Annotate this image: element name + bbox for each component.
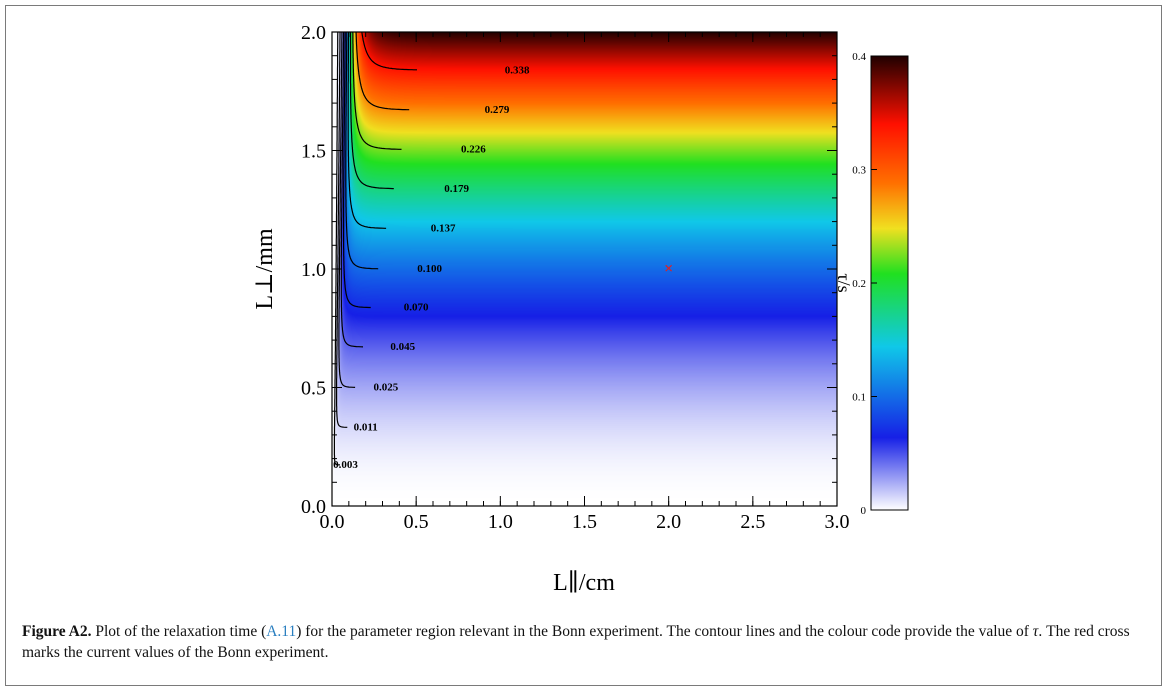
contour-lines bbox=[333, 32, 417, 466]
contour-line bbox=[361, 32, 417, 71]
contour-label: 0.338 bbox=[505, 64, 530, 76]
colorbar-ticks: 0 0.1 0.2 0.3 0.4 bbox=[852, 51, 877, 517]
x-tick-label: 2.0 bbox=[656, 511, 681, 533]
contour-labels: 0.003 0.011 0.025 0.045 0.070 0.100 0.137 0.179… bbox=[333, 64, 530, 471]
contour-label: 0.025 bbox=[373, 381, 398, 393]
y-tick-label: 1.5 bbox=[301, 141, 326, 163]
y-tick-label: 1.0 bbox=[301, 259, 326, 281]
y-axis-title: L⊥/mm bbox=[252, 228, 278, 310]
x-tick-label: 1.0 bbox=[488, 511, 513, 533]
contour-line bbox=[340, 32, 364, 348]
contour-label: 0.070 bbox=[404, 302, 429, 314]
contour-label: 0.179 bbox=[444, 183, 469, 195]
x-tick-label: 0.5 bbox=[404, 511, 429, 533]
colorbar: 0 0.1 0.2 0.3 0.4 τ/s bbox=[834, 51, 909, 517]
colorbar-tick-label: 0 bbox=[861, 505, 867, 517]
figure-caption: Figure A2. Plot of the relaxation time (… bbox=[22, 621, 1142, 663]
contour-label: 0.100 bbox=[417, 263, 442, 275]
figure-frame bbox=[5, 5, 1162, 686]
colorbar-title: τ/s bbox=[834, 273, 854, 292]
y-tick-label: 2.0 bbox=[301, 22, 326, 44]
caption-text-3: . The red cross marks the current values… bbox=[22, 623, 1130, 661]
contour-line bbox=[352, 32, 402, 150]
plot-area: 0.003 0.011 0.025 0.045 0.070 0.100 0.137 0.179… bbox=[331, 31, 838, 507]
caption-text-1: Plot of the relaxation time ( bbox=[91, 623, 267, 640]
x-tick-label: 1.5 bbox=[572, 511, 597, 533]
contour-label: 0.011 bbox=[354, 421, 378, 433]
x-tick-label: 0.0 bbox=[320, 511, 345, 533]
y-tick-label: 0.0 bbox=[301, 496, 326, 518]
contour-label: 0.045 bbox=[390, 341, 415, 353]
contour-line bbox=[338, 32, 356, 388]
x-tick-label: 3.0 bbox=[825, 511, 850, 533]
colorbar-tick-label: 0.1 bbox=[852, 392, 866, 404]
heatmap-fill bbox=[332, 32, 837, 506]
colorbar-tick-label: 0.2 bbox=[852, 278, 866, 290]
contour-line bbox=[343, 32, 371, 309]
contour-label: 0.003 bbox=[333, 459, 358, 471]
colorbar-tick-label: 0.4 bbox=[852, 51, 866, 63]
equation-reference-link[interactable]: A.11 bbox=[266, 623, 297, 640]
colorbar-tick-label: 0.3 bbox=[852, 165, 866, 177]
contour-line bbox=[333, 32, 340, 466]
current-values-marker: × bbox=[664, 261, 673, 278]
contour-label: 0.226 bbox=[461, 144, 486, 156]
colorbar-gradient bbox=[870, 55, 909, 511]
contour-label: 0.279 bbox=[485, 104, 510, 116]
y-tick-label: 0.5 bbox=[301, 378, 326, 400]
contour-plot: 0.003 0.011 0.025 0.045 0.070 0.100 0.137 0.179… bbox=[252, 22, 909, 596]
contour-label: 0.137 bbox=[431, 223, 456, 235]
contour-line bbox=[349, 32, 394, 190]
x-axis-title: L∥/cm bbox=[553, 570, 615, 596]
caption-text-2: ) for the parameter region relevant in t… bbox=[296, 623, 1033, 640]
caption-tau-symbol: τ bbox=[1032, 623, 1039, 640]
contour-line bbox=[345, 32, 379, 270]
caption-label: Figure A2. bbox=[22, 623, 92, 640]
axes: 0.0 0.5 1.0 1.5 2.0 2.5 3.0 0.0 0.5 1.0 1.5 2.0 bbox=[301, 22, 850, 533]
contour-line bbox=[336, 32, 348, 428]
contour-line bbox=[355, 32, 410, 111]
x-tick-label: 2.5 bbox=[740, 511, 765, 533]
